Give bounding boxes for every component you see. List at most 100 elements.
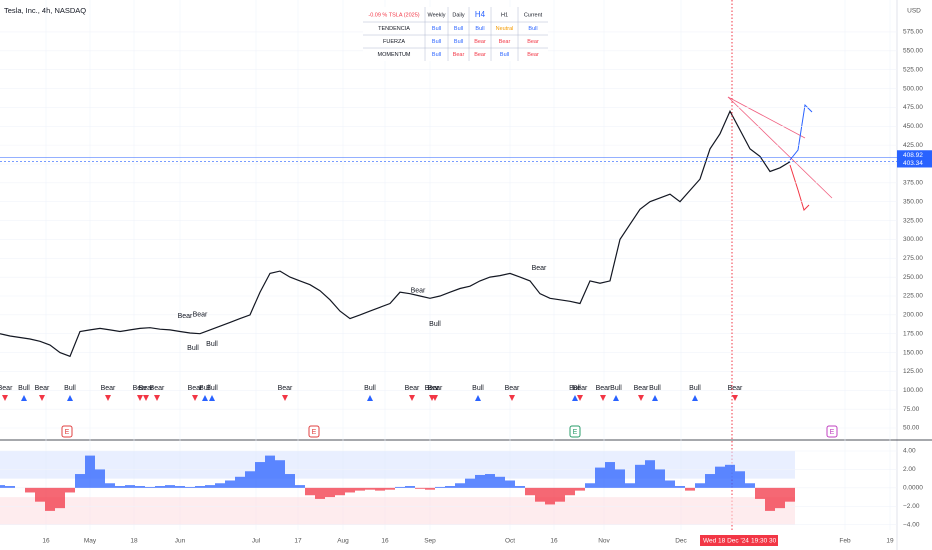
table-cell: Bull: [454, 39, 463, 45]
osc-bar: [765, 487, 775, 511]
osc-bar: [305, 487, 315, 496]
osc-bar: [185, 486, 195, 488]
osc-bar: [0, 485, 5, 488]
signal-marker: [367, 395, 373, 401]
y-tick-label: 425.00: [903, 142, 923, 149]
x-tick-label: 19: [886, 538, 894, 545]
x-tick-label: Oct: [505, 538, 515, 545]
table-header: Daily: [452, 12, 464, 18]
signal-marker: [105, 395, 111, 401]
annotation: Bull: [206, 341, 218, 348]
y-tick-label: 150.00: [903, 349, 923, 356]
osc-bar: [645, 460, 655, 488]
signal-marker: [572, 395, 578, 401]
osc-bar: [325, 487, 335, 498]
osc-bar: [165, 485, 175, 488]
y-tick-label: 550.00: [903, 48, 923, 55]
osc-bar: [255, 462, 265, 488]
signal-label: Bull: [472, 385, 484, 392]
annotation: Bull: [429, 321, 441, 328]
osc-bar: [755, 487, 765, 499]
osc-bar: [105, 483, 115, 488]
signal-label: Bull: [64, 385, 76, 392]
event-label: E: [830, 429, 835, 436]
signal-marker: [652, 395, 658, 401]
signal-label: Bear: [0, 385, 13, 392]
signal-marker: [732, 395, 738, 401]
signal-marker: [137, 395, 143, 401]
signal-marker: [409, 395, 415, 401]
signal-label: Bull: [689, 385, 701, 392]
signal-label: Bull: [649, 385, 661, 392]
y-tick-label: −4.00: [903, 521, 920, 528]
osc-bar: [385, 487, 395, 490]
osc-bar: [605, 462, 615, 488]
osc-bar: [625, 483, 635, 488]
price-tag-label: 403.34: [903, 160, 923, 167]
table-cell: Bull: [454, 26, 463, 32]
osc-bar: [395, 486, 405, 488]
table-cell: Neutral: [496, 26, 514, 32]
osc-bar: [235, 476, 245, 488]
osc-bar: [545, 487, 555, 505]
signal-marker: [143, 395, 149, 401]
table-cell: Bull: [500, 52, 509, 58]
y-tick-label: 475.00: [903, 104, 923, 111]
osc-bar: [615, 469, 625, 488]
table-cell: Bear: [474, 52, 486, 58]
signal-label: Bear: [150, 385, 165, 392]
cursor-tag: [700, 535, 778, 546]
annotation: Bear: [178, 313, 193, 320]
osc-bar: [565, 487, 575, 496]
osc-bar: [685, 487, 695, 491]
osc-bar: [655, 469, 665, 488]
table-cell: Bull: [528, 26, 537, 32]
osc-bar: [465, 478, 475, 488]
x-tick-label: Jul: [252, 538, 261, 545]
table-header: H1: [501, 12, 508, 18]
osc-bar: [715, 466, 725, 488]
x-tick-label: 16: [550, 538, 558, 545]
table-cell: Bear: [453, 52, 465, 58]
signal-marker: [509, 395, 515, 401]
x-tick-label: May: [84, 538, 97, 545]
signal-label: Bear: [573, 385, 588, 392]
price-tag: [897, 158, 932, 168]
x-tick-label: Sep: [424, 538, 436, 545]
table-cell: Bear: [474, 39, 486, 45]
table-cell: Bull: [432, 26, 441, 32]
osc-bar: [455, 483, 465, 488]
y-tick-label: 275.00: [903, 255, 923, 262]
osc-bar: [705, 474, 715, 488]
osc-bar: [85, 455, 95, 488]
signal-label: Bear: [278, 385, 293, 392]
event-label: E: [65, 429, 70, 436]
signal-label: Bear: [405, 385, 420, 392]
osc-bar: [45, 487, 55, 511]
osc-bar: [275, 460, 285, 488]
y-tick-label: 4.00: [903, 448, 916, 455]
signal-label: Bull: [569, 385, 581, 392]
osc-bar: [295, 485, 305, 488]
annotation: Bear: [532, 265, 547, 272]
cursor-extra: 30: [769, 538, 777, 545]
signal-label: Bear: [728, 385, 743, 392]
table-header: -0.09 % TSLA (2025): [368, 12, 419, 18]
y-tick-label: 0.0000: [903, 485, 923, 492]
y-tick-label: 300.00: [903, 236, 923, 243]
y-tick-label: 125.00: [903, 368, 923, 375]
y-tick-label: 2.00: [903, 466, 916, 473]
osc-bar: [495, 476, 505, 488]
y-tick-label: 575.00: [903, 29, 923, 36]
signal-label: Bear: [188, 385, 203, 392]
arrow: [789, 103, 813, 161]
osc-bar: [515, 486, 525, 488]
osc-bar: [55, 487, 65, 509]
x-tick-label: Aug: [337, 538, 349, 545]
y-tick-label: 250.00: [903, 274, 923, 281]
signal-marker: [154, 395, 160, 401]
trendline: [727, 96, 833, 199]
table-header: H4: [475, 10, 486, 19]
x-tick-label: 16: [42, 538, 50, 545]
y-tick-label: 225.00: [903, 293, 923, 300]
